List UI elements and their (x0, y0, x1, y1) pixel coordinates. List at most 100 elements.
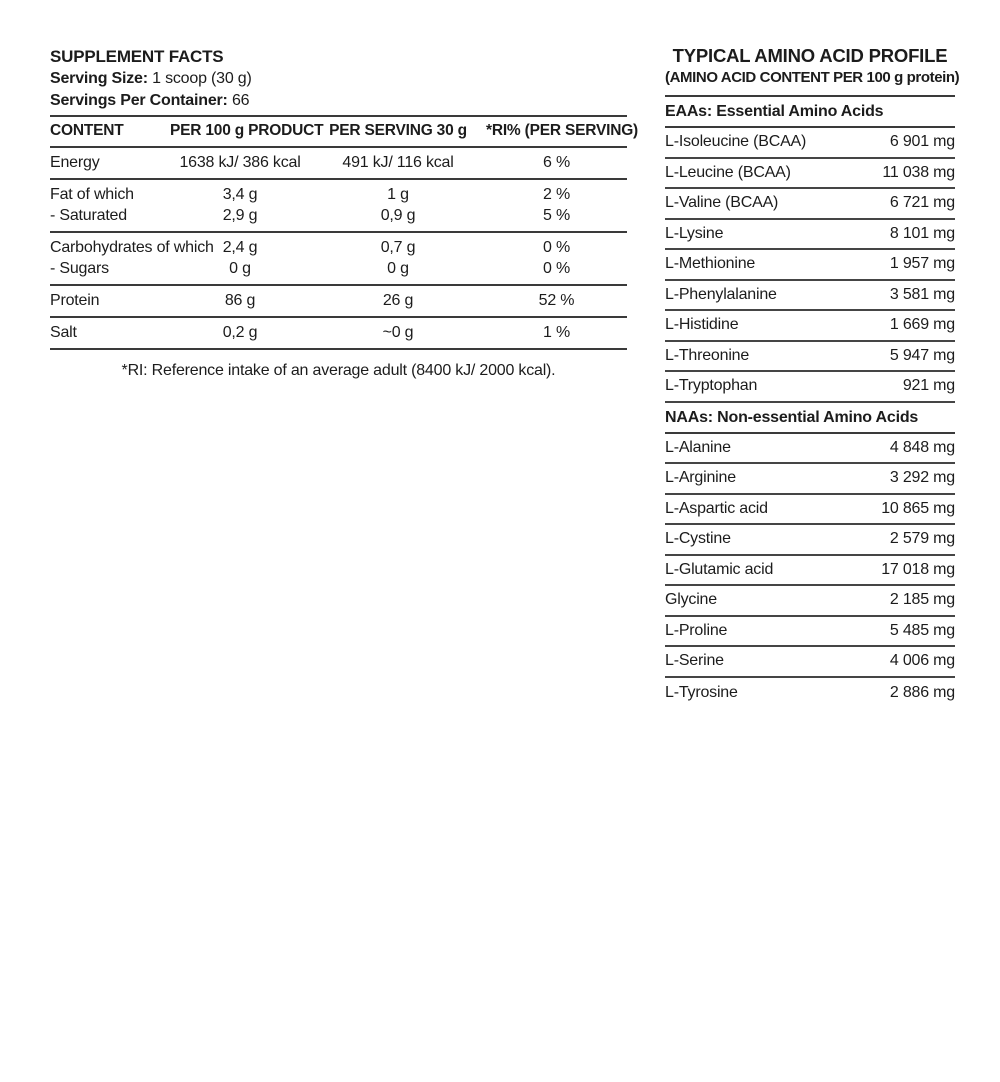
amino-acid-row: L-Glutamic acid 17 018 mg (665, 556, 955, 586)
nutrient-row-salt: Salt 0,2 g ~0 g 1 % (50, 322, 627, 343)
per-serving-value: ~0 g (382, 324, 414, 341)
per-serving-value: 491 kJ/ 116 kcal (342, 154, 454, 171)
supplement-facts-title: SUPPLEMENT FACTS (50, 47, 224, 66)
nutrient-label: Protein (50, 292, 100, 309)
per-100g-value: 1638 kJ/ 386 kcal (179, 154, 301, 171)
serving-size-line: Serving Size: 1 scoop (30 g) (50, 68, 627, 90)
column-header-ri: *RI% (PER SERVING) (486, 122, 639, 139)
amino-acid-name: L-Leucine (BCAA) (665, 163, 791, 181)
per-100g-value: 2,9 g (222, 207, 258, 224)
amino-acid-row: L-Threonine 5 947 mg (665, 342, 955, 372)
amino-acid-row: L-Histidine 1 669 mg (665, 311, 955, 342)
amino-acid-name: L-Aspartic acid (665, 499, 768, 517)
nutrient-section-protein: Protein 86 g 26 g 52 % (50, 286, 627, 318)
amino-acid-amount: 1 669 mg (889, 316, 955, 334)
amino-acid-amount: 3 292 mg (889, 469, 955, 487)
amino-acid-row: L-Tyrosine 2 886 mg (665, 678, 955, 709)
nutrient-section-carbohydrates: Carbohydrates of which 2,4 g 0,7 g 0 % -… (50, 233, 627, 286)
amino-acid-row: L-Proline 5 485 mg (665, 617, 955, 647)
nutrient-label: - Saturated (50, 207, 127, 224)
serving-size-value: 1 scoop (30 g) (152, 70, 252, 87)
supplement-facts-intro: SUPPLEMENT FACTS Serving Size: 1 scoop (… (50, 46, 627, 117)
nutrient-section-energy: Energy 1638 kJ/ 386 kcal 491 kJ/ 116 kca… (50, 148, 627, 180)
amino-acid-name: L-Glutamic acid (665, 560, 774, 578)
amino-acid-row: L-Tryptophan 921 mg (665, 372, 955, 403)
ri-value: 1 % (543, 324, 570, 341)
nutrient-row-energy: Energy 1638 kJ/ 386 kcal 491 kJ/ 116 kca… (50, 152, 627, 173)
amino-profile-subtitle: (AMINO ACID CONTENT PER 100 g protein) (665, 68, 960, 97)
ri-value: 0 % (543, 260, 570, 277)
amino-acid-row: L-Arginine 3 292 mg (665, 464, 955, 495)
nutrient-row-carbohydrates: Carbohydrates of which 2,4 g 0,7 g 0 % (50, 237, 627, 258)
amino-acid-name: L-Valine (BCAA) (665, 194, 779, 212)
nutrient-label: Fat of which (50, 186, 134, 203)
ri-value: 6 % (543, 154, 570, 171)
amino-acid-amount: 5 485 mg (889, 621, 955, 639)
eaa-section-header: EAAs: Essential Amino Acids (665, 97, 955, 128)
amino-acid-row: Glycine 2 185 mg (665, 586, 955, 617)
amino-acid-name: L-Serine (665, 652, 724, 670)
column-header-per-100g: PER 100 g PRODUCT (170, 122, 324, 139)
naa-section-header: NAAs: Non-essential Amino Acids (665, 403, 955, 434)
naa-list: L-Alanine 4 848 mg L-Arginine 3 292 mg L-A… (665, 434, 955, 709)
amino-acid-row: L-Alanine 4 848 mg (665, 434, 955, 464)
ri-value: 0 % (543, 239, 570, 256)
servings-per-container-line: Servings Per Container: 66 (50, 90, 627, 112)
eaa-list: L-Isoleucine (BCAA) 6 901 mg L-Leucine (B… (665, 128, 955, 403)
amino-acid-name: L-Methionine (665, 255, 756, 273)
amino-acid-amount: 10 865 mg (881, 499, 955, 517)
amino-acid-name: L-Arginine (665, 469, 736, 487)
per-100g-value: 86 g (224, 292, 256, 309)
amino-acid-amount: 2 185 mg (889, 591, 955, 609)
amino-acid-amount: 5 947 mg (889, 346, 955, 364)
nutrient-row-fat: Fat of which 3,4 g 1 g 2 % (50, 184, 627, 205)
nutrient-label: Carbohydrates of which (50, 239, 214, 256)
amino-acid-amount: 1 957 mg (889, 255, 955, 273)
nutrient-row-saturated: - Saturated 2,9 g 0,9 g 5 % (50, 205, 627, 226)
amino-acid-row: L-Serine 4 006 mg (665, 647, 955, 678)
per-serving-value: 0,7 g (380, 239, 416, 256)
amino-acid-name: L-Proline (665, 621, 728, 639)
per-serving-value: 26 g (382, 292, 414, 309)
amino-acid-name: L-Alanine (665, 438, 731, 456)
amino-acid-name: L-Cystine (665, 530, 731, 548)
column-header-content: CONTENT (50, 122, 124, 139)
per-serving-value: 0 g (387, 260, 409, 277)
amino-acid-amount: 2 579 mg (889, 530, 955, 548)
amino-acid-row: L-Lysine 8 101 mg (665, 220, 955, 250)
amino-acid-amount: 11 038 mg (882, 163, 955, 181)
servings-per-container-label: Servings Per Container: (50, 92, 228, 109)
amino-acid-amount: 8 101 mg (889, 224, 955, 242)
amino-acid-amount: 4 848 mg (889, 438, 955, 456)
amino-acid-amount: 6 901 mg (889, 133, 955, 151)
nutrient-row-sugars: - Sugars 0 g 0 g 0 % (50, 258, 627, 279)
column-header-per-serving: PER SERVING 30 g (329, 122, 467, 139)
amino-acid-row: L-Isoleucine (BCAA) 6 901 mg (665, 128, 955, 159)
amino-acid-name: L-Threonine (665, 346, 750, 364)
serving-size-label: Serving Size: (50, 70, 148, 87)
ri-value: 52 % (538, 292, 575, 309)
amino-acid-profile-panel: TYPICAL AMINO ACID PROFILE (AMINO ACID C… (665, 44, 960, 709)
nutrient-label: - Sugars (50, 260, 109, 277)
amino-acid-name: Glycine (665, 591, 717, 609)
amino-acid-row: L-Methionine 1 957 mg (665, 250, 955, 281)
per-100g-value: 2,4 g (222, 239, 258, 256)
amino-acid-row: L-Valine (BCAA) 6 721 mg (665, 189, 955, 220)
amino-acid-row: L-Cystine 2 579 mg (665, 525, 955, 556)
amino-profile-title: TYPICAL AMINO ACID PROFILE (672, 45, 948, 66)
nutrient-section-salt: Salt 0,2 g ~0 g 1 % (50, 318, 627, 350)
per-serving-value: 0,9 g (380, 207, 416, 224)
amino-acid-amount: 4 006 mg (889, 652, 955, 670)
nutrient-label: Salt (50, 324, 77, 341)
per-100g-value: 0 g (229, 260, 251, 277)
amino-acid-amount: 921 mg (902, 377, 955, 395)
per-100g-value: 0,2 g (222, 324, 258, 341)
amino-acid-amount: 6 721 mg (889, 194, 955, 212)
amino-acid-name: L-Histidine (665, 316, 739, 334)
amino-acid-name: L-Tyrosine (665, 683, 738, 701)
servings-per-container-value: 66 (231, 92, 250, 109)
amino-acid-name: L-Tryptophan (665, 377, 758, 395)
per-100g-value: 3,4 g (222, 186, 258, 203)
per-serving-value: 1 g (387, 186, 409, 203)
